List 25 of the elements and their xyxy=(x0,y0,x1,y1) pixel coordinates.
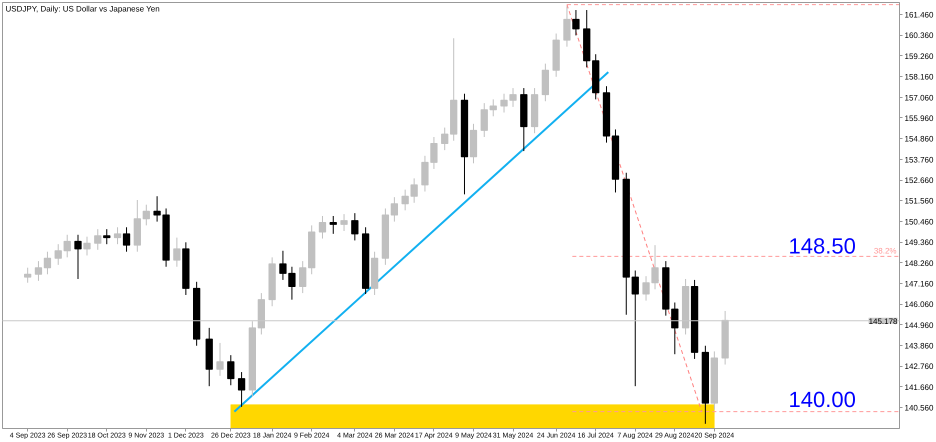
y-tick-label: 143.860 xyxy=(904,342,934,351)
y-tick-label: 154.860 xyxy=(904,134,934,144)
chart-title: USDJPY, Daily: US Dollar vs Japanese Yen xyxy=(6,4,160,14)
y-tick-label: 152.660 xyxy=(904,176,934,186)
y-tick-label: 148.260 xyxy=(904,258,934,268)
y-tick-label: 149.360 xyxy=(904,238,934,248)
y-tick-label: 144.960 xyxy=(904,320,934,330)
annotation: 140.00 xyxy=(788,386,856,412)
ref-line-label: 145.178 xyxy=(868,316,898,326)
y-tick-label: 140.560 xyxy=(904,404,934,413)
series-label: 38.2% xyxy=(874,246,897,256)
y-tick-label: 151.560 xyxy=(904,196,934,206)
y-tick-label: 141.660 xyxy=(904,382,934,392)
y-tick-label: 155.960 xyxy=(904,114,934,123)
y-tick-label: 147.160 xyxy=(904,279,934,288)
y-tick-label: 142.760 xyxy=(904,362,934,372)
annotation: 148.50 xyxy=(788,234,856,259)
y-tick-label: 150.460 xyxy=(904,217,934,226)
y-tick-label: 153.760 xyxy=(904,155,934,164)
y-tick-label: 146.060 xyxy=(904,300,934,310)
y-tick-label: 158.160 xyxy=(904,72,934,82)
y-tick-label: 159.260 xyxy=(904,52,934,61)
y-tick-label: 157.060 xyxy=(904,93,934,102)
y-tick-label: 161.460 xyxy=(904,10,934,20)
y-tick-label: 160.360 xyxy=(904,31,934,40)
